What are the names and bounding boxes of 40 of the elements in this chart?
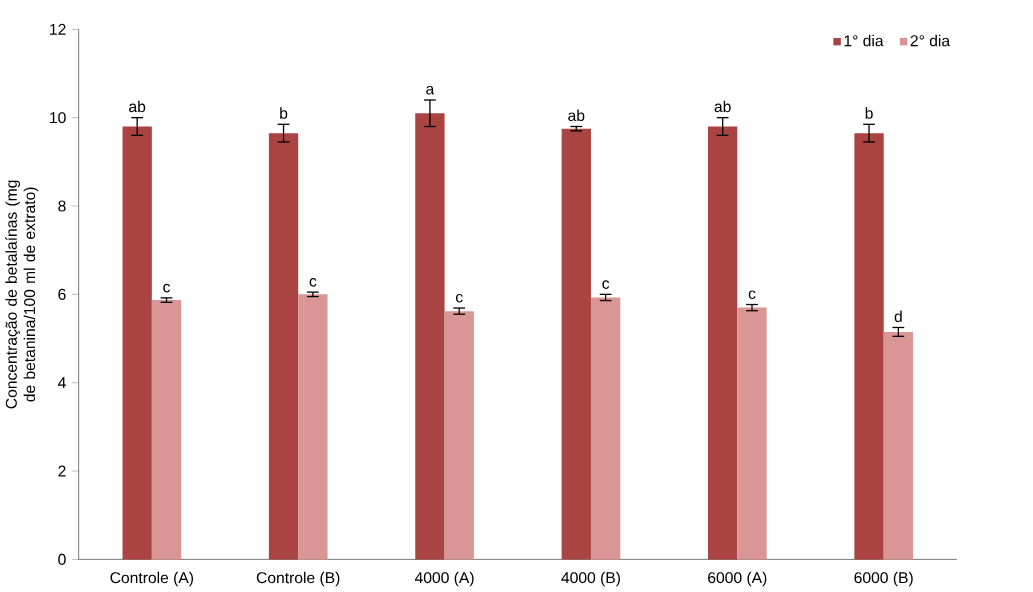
annotation: ab (568, 109, 585, 122)
bar (854, 133, 884, 560)
bar (707, 126, 738, 560)
annotation: c (602, 280, 610, 290)
x-tick-label: Controle (B) (256, 571, 340, 587)
y-axis-title: Concentração de betalaínas (mg de betanina/100 ml de extrato) (5, 180, 39, 409)
annotation: b (865, 107, 873, 120)
x-tick-label: 6000 (B) (854, 571, 913, 587)
bar (415, 113, 445, 560)
annotation: b (280, 107, 288, 120)
y-tick-label: 2 (58, 465, 66, 477)
annotation: ab (714, 100, 731, 113)
x-tick-label: Controle (A) (110, 571, 194, 587)
x-tick-label: 4000 (A) (414, 571, 474, 587)
bar (561, 128, 591, 560)
legend-label: 1° dia (844, 35, 884, 47)
x-tick-label: 6000 (A) (708, 571, 767, 587)
bar (298, 294, 328, 560)
annotation: c (309, 278, 317, 287)
y-tick-label: 8 (58, 200, 66, 212)
annotation: ab (129, 100, 146, 113)
y-tick-label: 4 (58, 377, 66, 389)
bar (151, 300, 182, 560)
y-tick-label: 10 (50, 112, 66, 124)
y-tick-label: 6 (58, 289, 66, 301)
annotation: c (456, 294, 463, 303)
annotation: c (748, 290, 756, 300)
bar (122, 126, 152, 560)
legend-label: 2° dia (910, 35, 951, 47)
bar (737, 307, 767, 560)
bar (590, 297, 621, 560)
annotation: a (426, 86, 435, 95)
bar (883, 332, 914, 560)
bar (444, 311, 474, 560)
annotation: c (163, 284, 170, 293)
x-tick-label: 4000 (B) (561, 571, 620, 587)
y-tick-label: 12 (50, 24, 66, 36)
annotation: d (894, 310, 902, 323)
bar (268, 133, 299, 560)
y-tick-label: 0 (58, 554, 66, 566)
